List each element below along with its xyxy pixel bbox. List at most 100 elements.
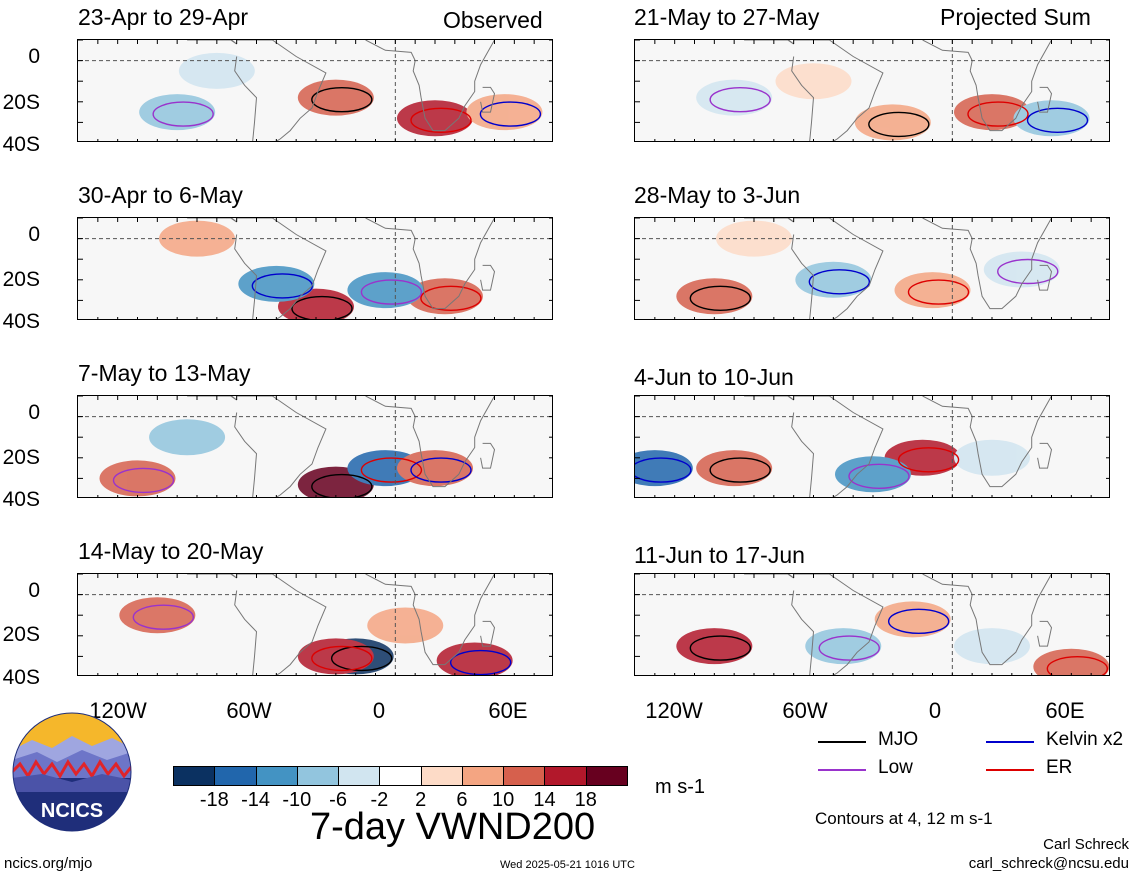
contour-line	[1046, 656, 1109, 675]
coastline	[365, 218, 495, 310]
wind-anomaly-patch	[954, 439, 1030, 476]
map-graphic	[78, 574, 552, 675]
legend-label-er: ER	[1046, 757, 1073, 778]
logo-text: NCICS	[41, 800, 103, 822]
map-graphic	[635, 396, 1109, 497]
wind-anomaly-patch	[99, 460, 176, 497]
wind-anomaly-patch	[954, 628, 1030, 665]
coastline	[480, 442, 496, 469]
contour-line	[848, 463, 910, 489]
contour-line	[420, 285, 482, 311]
wind-anomaly-patch	[347, 272, 424, 309]
contour-line	[689, 285, 752, 311]
author-name: Carl Schreck	[1043, 836, 1129, 853]
wind-anomaly-patch	[983, 251, 1060, 288]
wind-anomaly-patch	[696, 450, 773, 487]
map-panel-right-2	[634, 217, 1110, 320]
legend-label-mjo: MJO	[878, 729, 919, 750]
contour-line	[112, 467, 175, 494]
colorbar-tick-label: 10	[492, 789, 515, 811]
lon-label: 60E	[488, 698, 528, 723]
map-graphic	[635, 574, 1109, 675]
colorbar-swatch	[173, 766, 216, 786]
wind-anomaly-patch	[238, 265, 315, 302]
wind-anomaly-patch	[466, 94, 543, 131]
coastline	[791, 218, 884, 319]
colorbar-tick-label: 18	[574, 789, 597, 811]
panel-title-right-2: 28-May to 3-Jun	[634, 182, 801, 208]
colorbar-swatch	[214, 766, 257, 786]
contour-line	[479, 101, 542, 127]
legend-line-kelvin	[986, 741, 1034, 743]
coastline	[744, 396, 795, 401]
lat-label: 20S	[2, 268, 40, 291]
coastline	[791, 574, 884, 675]
colorbar-swatch	[338, 766, 381, 786]
contour-line	[907, 279, 970, 305]
contour-line	[311, 645, 373, 672]
coastline	[744, 218, 795, 223]
coastline	[1037, 264, 1053, 291]
coastline	[365, 396, 495, 488]
colorbar-swatch	[255, 766, 298, 786]
lat-label: 40S	[2, 488, 40, 511]
lon-label: 60E	[1045, 698, 1085, 723]
colorbar-swatch	[461, 766, 505, 786]
contour-line	[311, 86, 373, 113]
coastline	[1037, 86, 1053, 113]
map-graphic	[78, 40, 552, 141]
coastline	[480, 86, 496, 113]
author-email[interactable]: carl_schreck@ncsu.edu	[968, 855, 1129, 872]
map-graphic	[635, 40, 1109, 141]
coastline	[922, 40, 1052, 132]
contour-line	[152, 101, 214, 127]
wind-anomaly-patch	[436, 642, 513, 675]
coastline	[234, 574, 327, 675]
lat-label: 0	[28, 579, 40, 602]
contour-line	[635, 457, 692, 483]
map-graphic	[635, 218, 1109, 319]
colorbar-swatch	[544, 766, 587, 786]
legend-label-low: Low	[878, 757, 913, 778]
panel-title-left-3: 7-May to 13-May	[78, 360, 251, 386]
coastline	[791, 40, 884, 141]
wind-anomaly-patch	[1013, 100, 1090, 137]
colorbar-tick-label: 6	[456, 789, 468, 811]
colorbar-tick-label: -14	[241, 789, 270, 811]
map-panel-left-4	[77, 573, 553, 676]
wind-anomaly-patch	[676, 628, 753, 665]
coastline	[234, 218, 327, 319]
contour-line	[410, 457, 472, 483]
map-panel-right-4	[634, 573, 1110, 676]
contour-line	[1026, 107, 1089, 133]
lon-label: 120W	[89, 698, 147, 723]
contour-line	[132, 604, 195, 630]
panel-title-left-2: 30-Apr to 6-May	[78, 182, 243, 208]
timestamp: Wed 2025-05-21 1016 UTC	[500, 859, 635, 871]
lat-label: 20S	[2, 446, 40, 469]
legend-line-low	[818, 769, 866, 771]
website-link[interactable]: ncics.org/mjo	[4, 855, 93, 872]
colorbar-swatch	[296, 766, 340, 786]
panel-title-left-1: 23-Apr to 29-Apr	[78, 4, 249, 30]
panel-title-right-4: 11-Jun to 17-Jun	[634, 542, 805, 568]
coastline	[187, 396, 238, 401]
contour-line	[449, 649, 512, 675]
coastline	[187, 574, 238, 579]
contour-line	[868, 111, 930, 138]
wind-anomaly-patch	[775, 63, 852, 100]
contour-line	[291, 295, 353, 319]
lat-label: 0	[28, 45, 40, 68]
lat-label: 40S	[2, 666, 40, 689]
colorbar-swatch	[503, 766, 546, 786]
coastline	[922, 396, 1052, 488]
lon-label: 0	[372, 698, 386, 723]
colorbar-units: m s-1	[655, 776, 705, 798]
map-graphic	[78, 396, 552, 497]
coastline	[187, 40, 238, 45]
wind-anomaly-patch	[367, 607, 444, 644]
map-panel-left-1	[77, 39, 553, 142]
lat-label: 20S	[2, 623, 40, 646]
panel-title-right-3: 4-Jun to 10-Jun	[634, 364, 794, 390]
contour-line	[689, 635, 752, 661]
